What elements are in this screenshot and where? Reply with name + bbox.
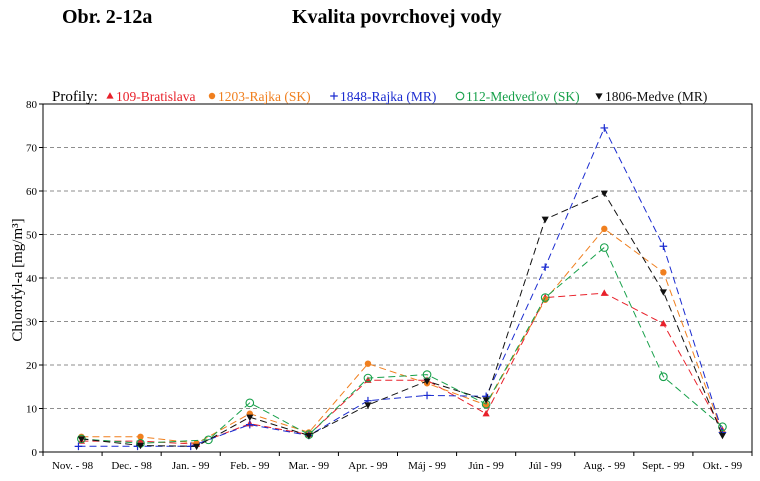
x-tick-label: Nov. - 98 [52,460,94,472]
data-point [482,397,490,404]
x-tick-label: Okt. - 99 [703,460,743,472]
legend-marker [595,93,603,100]
legend-item: 1203-Rajka (SK) [208,89,311,104]
legend-label: 109-Bratislava [116,89,195,104]
figure-title: Kvalita povrchovej vody [292,6,502,28]
data-point [423,378,431,385]
data-point [718,432,727,440]
data-point [540,293,550,302]
data-point [363,373,373,383]
data-point [599,243,609,252]
data-point [204,435,213,445]
data-point [74,442,83,451]
data-point [601,225,608,233]
data-point [193,443,201,451]
y-tick-label: 70 [26,143,38,155]
data-point [136,437,145,444]
x-tick-label: Jún - 99 [468,460,504,472]
series-3 [74,124,727,451]
legend-marker [330,92,338,100]
x-tick-label: Dec. - 98 [111,460,152,472]
legend-label: 1203-Rajka (SK) [218,89,311,104]
legend-label: 112-Medveďov (SK) [466,89,580,104]
legend-item: 1806-Medve (MR) [595,89,707,104]
series-line [81,228,723,444]
x-tick-label: Jan. - 99 [172,460,210,472]
y-tick-label: 50 [26,230,38,242]
y-tick-label: 80 [26,99,38,111]
x-tick-label: Sept. - 99 [642,460,685,472]
y-tick-label: 0 [32,447,38,459]
data-point [245,420,254,429]
legend-item: 1848-Rajka (MR) [330,89,436,104]
y-axis-label: Chlorofyl-a [mg/m³] [10,218,26,341]
series-line [81,192,723,447]
data-point [77,436,86,443]
data-point [600,289,608,296]
series-2 [78,225,726,447]
y-tick-label: 10 [26,404,38,416]
data-point [422,370,432,379]
legend-item: 112-Medveďov (SK) [455,89,580,104]
x-tick-label: Júl - 99 [529,460,563,472]
figure-label: Obr. 2-12a [62,6,153,28]
data-point [246,414,254,421]
data-point [245,398,255,408]
data-point [305,432,313,440]
grid-layer [43,147,752,409]
series-4 [77,243,727,448]
data-point [600,124,609,132]
y-tick-label: 40 [26,273,38,285]
series-line [78,126,723,447]
x-tick-label: Apr. - 99 [348,460,388,472]
data-point [600,190,608,197]
legend: Profily: 109-Bratislava 1203-Rajka (SK) 184… [52,89,707,105]
y-tick-label: 30 [26,317,38,329]
data-point [659,319,667,327]
data-point [136,442,145,450]
series-layer [74,124,727,451]
legend-label: 1848-Rajka (MR) [340,89,436,104]
x-tick-label: Máj - 99 [408,460,446,472]
legend-label: 1806-Medve (MR) [605,89,707,104]
data-point [541,263,550,271]
data-point [659,372,668,382]
series-5 [77,190,727,451]
x-tick-label: Mar. - 99 [289,460,330,472]
x-tick-label: Aug. - 99 [583,460,625,472]
data-point [718,422,727,432]
data-point [659,242,668,251]
legend-marker [106,92,114,99]
data-point [364,402,372,409]
data-point [660,269,667,276]
data-point [659,289,667,296]
data-point [482,409,490,417]
data-point [364,360,372,367]
legend-marker [455,91,465,101]
data-point [541,216,549,224]
legend-item: 109-Bratislava [106,89,195,104]
data-point [423,391,431,400]
legend-title: Profily: [52,89,98,105]
series-line [81,246,723,444]
y-tick-label: 20 [26,360,38,372]
x-tick-label: Feb. - 99 [230,460,270,472]
y-tick-label: 60 [26,186,38,198]
series-1 [77,289,727,447]
legend-marker [208,92,216,100]
series-line [81,292,723,445]
axes-layer: 0 10 20 30 40 50 60 70 80 Nov. - 98 Dec. - 98 Jan. … [26,99,753,472]
data-point [137,433,144,440]
